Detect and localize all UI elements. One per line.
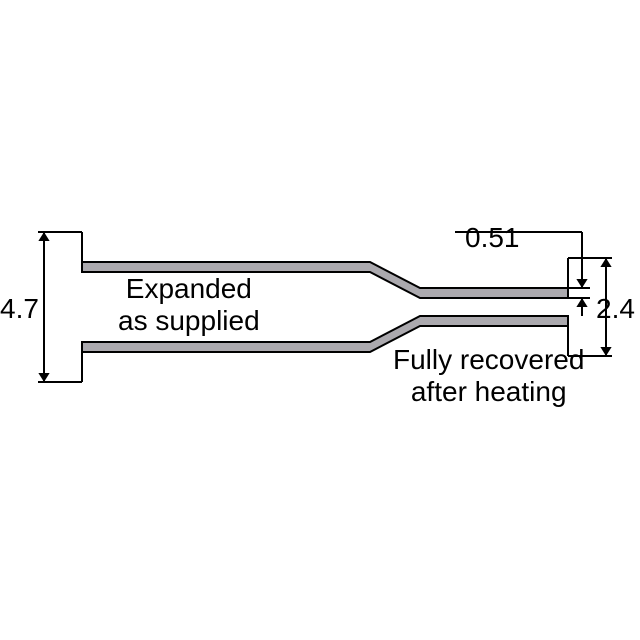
expanded-label-line2: as supplied [118, 305, 260, 336]
recovered-diameter-value: 2.4 [596, 293, 635, 325]
recovered-label: Fully recovered after heating [393, 344, 584, 408]
expanded-diameter-value: 4.7 [0, 293, 39, 325]
expanded-label-line1: Expanded [126, 273, 252, 304]
wall-thickness-value: 0.51 [465, 222, 520, 254]
expanded-label: Expanded as supplied [118, 273, 260, 337]
recovered-label-line1: Fully recovered [393, 344, 584, 375]
recovered-label-line2: after heating [411, 376, 567, 407]
